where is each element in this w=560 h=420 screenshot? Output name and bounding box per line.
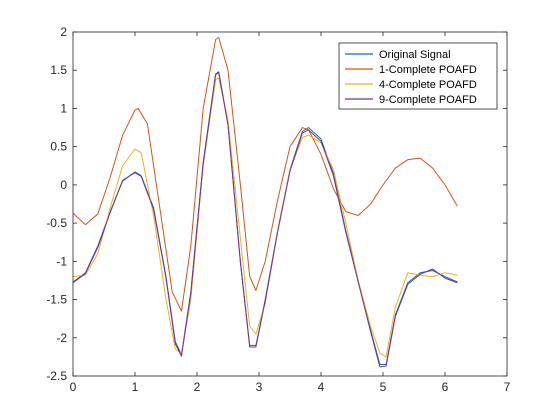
axes-box (72, 31, 508, 377)
y-tick-label: -2.5 (46, 369, 67, 383)
x-tick-label: 3 (256, 380, 263, 394)
y-tick-label: -1 (56, 254, 67, 268)
x-tick-label: 1 (132, 380, 139, 394)
legend-entry: 9-Complete POAFD (379, 94, 477, 106)
legend-entry: 4-Complete POAFD (379, 79, 477, 91)
y-tick-label: 1 (60, 101, 67, 115)
y-tick-label: -2 (56, 331, 67, 345)
series-line-2 (72, 36, 458, 312)
y-tick-label: 2 (60, 25, 67, 39)
y-tick-label: -1.5 (46, 293, 67, 307)
series-line-3 (72, 77, 458, 358)
series-layer (72, 36, 458, 368)
series-line-4 (72, 72, 458, 368)
x-tick-label: 6 (442, 380, 449, 394)
ticks-layer: 0 1 2 3 4 5 6 7 -2.5 -2 -1.5 -1 -0.5 0 0.5 1 1.5 2 (46, 25, 510, 394)
y-tick-label: 0 (60, 178, 67, 192)
x-tick-label: 7 (504, 380, 511, 394)
legend-entry: Original Signal (379, 49, 451, 61)
x-tick-label: 5 (380, 380, 387, 394)
x-tick-label: 0 (70, 380, 77, 394)
legend-entry: 1-Complete POAFD (379, 64, 477, 76)
y-tick-label: -0.5 (46, 216, 67, 230)
x-tick-label: 2 (194, 380, 201, 394)
legend: Original Signal 1-Complete POAFD 4-Complet… (338, 42, 498, 110)
y-tick-label: 1.5 (50, 63, 67, 77)
y-tick-label: 0.5 (50, 140, 67, 154)
x-tick-label: 4 (318, 380, 325, 394)
